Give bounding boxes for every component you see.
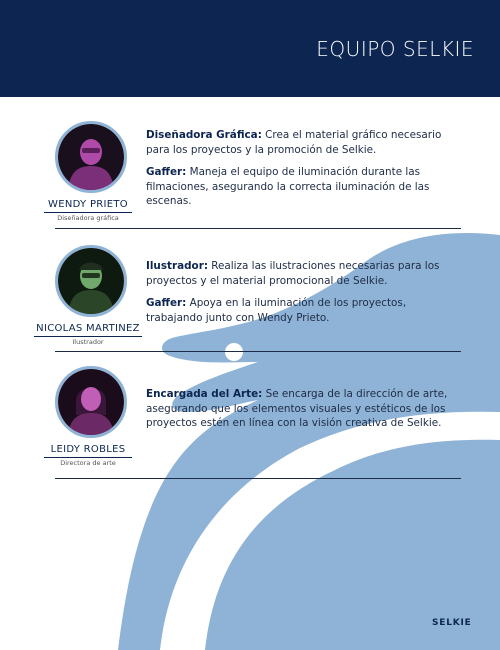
description-paragraph: Ilustrador: Realiza las ilustraciones ne… bbox=[146, 259, 456, 288]
description-label: Gaffer: bbox=[146, 166, 187, 179]
name-underline bbox=[34, 336, 142, 337]
name-underline bbox=[44, 212, 132, 213]
avatar bbox=[55, 245, 127, 317]
avatar bbox=[55, 121, 127, 193]
member-name: NICOLAS MARTINEZ bbox=[36, 323, 140, 334]
description-text: Realiza las ilustraciones necesarias par… bbox=[146, 260, 440, 287]
description-text: Apoya en la iluminación de los proyectos… bbox=[146, 297, 407, 324]
description-paragraph: Gaffer: Apoya en la iluminación de los p… bbox=[146, 296, 456, 325]
page-title: EQUIPO SELKIE bbox=[316, 37, 474, 61]
member-description: Diseñadora Gráfica: Crea el material grá… bbox=[146, 128, 456, 217]
description-label: Encargada del Arte: bbox=[146, 388, 263, 400]
member-role: Diseñadora gráfica bbox=[57, 214, 119, 222]
divider bbox=[55, 478, 461, 479]
avatar bbox=[55, 366, 127, 438]
description-label: Gaffer: bbox=[146, 297, 187, 310]
description-paragraph: Encargada del Arte: Se encarga de la dir… bbox=[146, 387, 456, 431]
member-description: Ilustrador: Realiza las ilustraciones ne… bbox=[146, 259, 456, 333]
member-role: Directora de arte bbox=[60, 459, 116, 467]
description-text: Crea el material gráfico necesario para … bbox=[146, 129, 442, 156]
description-paragraph: Diseñadora Gráfica: Crea el material grá… bbox=[146, 128, 456, 157]
member-role: Ilustrador bbox=[72, 338, 104, 346]
member-name: LEIDY ROBLES bbox=[50, 444, 126, 455]
member-name: WENDY PRIETO bbox=[48, 199, 128, 210]
description-label: Ilustrador: bbox=[146, 260, 208, 272]
description-paragraph: Gaffer: Maneja el equipo de iluminación … bbox=[146, 165, 456, 209]
divider bbox=[55, 228, 461, 229]
description-text: Se encarga de la dirección de arte, aseg… bbox=[146, 388, 448, 430]
description-label: Diseñadora Gráfica: bbox=[146, 129, 262, 141]
header-bar: EQUIPO SELKIE bbox=[0, 0, 500, 97]
description-text: Maneja el equipo de iluminación durante … bbox=[146, 166, 430, 208]
selkie-logo: SELKIE bbox=[432, 618, 472, 628]
member-description: Encargada del Arte: Se encarga de la dir… bbox=[146, 387, 456, 439]
divider bbox=[55, 351, 461, 352]
name-underline bbox=[44, 457, 132, 458]
